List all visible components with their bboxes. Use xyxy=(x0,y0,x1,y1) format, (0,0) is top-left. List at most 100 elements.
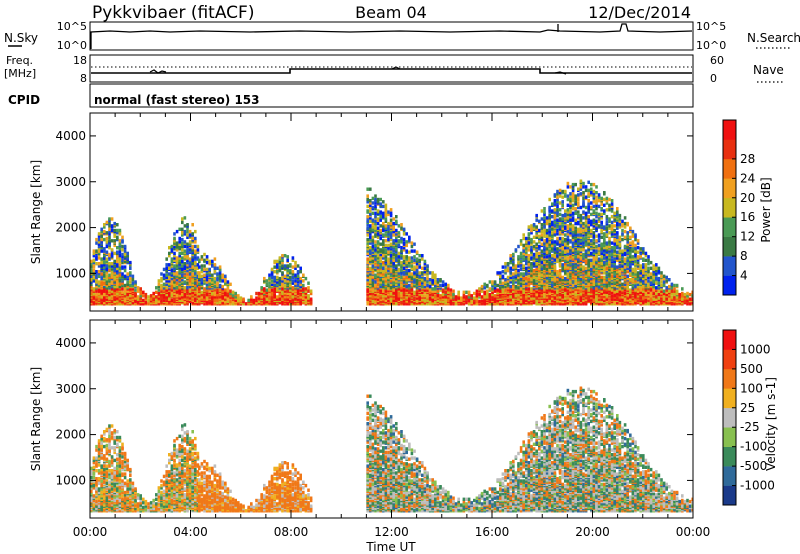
echo-cell xyxy=(501,265,505,269)
echo-cell xyxy=(527,240,531,244)
echo-cell xyxy=(173,291,176,296)
echo-cell xyxy=(139,289,142,293)
echo-cell xyxy=(462,290,466,294)
echo-cell xyxy=(178,227,181,231)
echo-cell xyxy=(577,259,580,264)
echo-cell xyxy=(444,297,447,301)
echo-cell xyxy=(389,218,393,222)
echo-cell xyxy=(558,240,562,244)
echo-cell xyxy=(561,220,564,225)
echo-cell xyxy=(247,298,250,303)
echo-cell xyxy=(400,226,403,230)
echo-cell xyxy=(566,232,570,236)
echo-cell xyxy=(538,234,541,238)
echo-cell xyxy=(431,291,434,296)
echo-cell xyxy=(397,282,401,286)
echo-cell xyxy=(186,260,189,265)
echo-cell xyxy=(392,265,395,269)
echo-cell xyxy=(384,224,388,228)
echo-cell xyxy=(564,265,567,269)
echo-cell xyxy=(302,273,305,277)
echo-cell xyxy=(395,258,398,262)
echo-cell xyxy=(294,281,297,285)
echo-cell xyxy=(90,291,93,296)
echo-cell xyxy=(538,219,541,223)
echo-cell xyxy=(512,265,515,269)
echo-cell xyxy=(371,235,375,239)
echo-cell xyxy=(400,301,403,305)
echo-cell xyxy=(211,290,214,294)
echo-cell xyxy=(134,280,137,284)
echo-cell xyxy=(538,264,541,268)
echo-cell xyxy=(183,249,187,253)
echo-cell xyxy=(387,210,390,214)
echo-cell xyxy=(270,288,274,292)
echo-cell xyxy=(379,252,382,257)
echo-cell xyxy=(369,237,372,242)
echo-cell xyxy=(95,241,98,245)
echo-cell xyxy=(551,240,554,244)
freq-jitter xyxy=(149,66,567,75)
echo-cell xyxy=(97,274,101,278)
echo-cell xyxy=(281,254,284,258)
echo-cell xyxy=(514,284,518,289)
echo-cell xyxy=(512,275,515,280)
echo-cell xyxy=(540,217,544,221)
echo-cell xyxy=(294,260,297,265)
echo-cell xyxy=(183,240,187,244)
echo-cell xyxy=(175,241,179,245)
echo-cell xyxy=(392,280,395,284)
echo-cell xyxy=(387,262,390,266)
echo-cell xyxy=(395,247,398,251)
echo-cell xyxy=(213,257,217,261)
echo-cell xyxy=(382,215,385,219)
echo-cell xyxy=(527,232,531,236)
echo-cell xyxy=(200,290,204,294)
echo-cell xyxy=(431,289,434,293)
echo-cell xyxy=(535,295,538,299)
echo-cell xyxy=(108,221,111,226)
echo-cell xyxy=(103,247,106,251)
echo-cell xyxy=(525,276,528,281)
echo-cell xyxy=(379,282,382,286)
echo-cell xyxy=(553,247,557,251)
echo-cell xyxy=(408,256,411,260)
echo-cell xyxy=(389,291,393,296)
echo-cell xyxy=(170,271,174,275)
echo-cell xyxy=(108,257,111,261)
echo-cell xyxy=(382,239,385,243)
echo-cell xyxy=(522,246,525,250)
echo-cell xyxy=(376,235,380,239)
echo-cell xyxy=(418,258,421,262)
echo-cell xyxy=(369,203,372,207)
echo-cell xyxy=(139,291,142,296)
echo-cell xyxy=(413,271,416,275)
echo-cell xyxy=(371,274,375,278)
echo-cell xyxy=(389,267,393,272)
echo-cell xyxy=(579,281,583,285)
echo-cell xyxy=(221,298,224,303)
echo-cell xyxy=(522,233,525,237)
echo-cell xyxy=(118,266,122,270)
echo-cell xyxy=(395,219,398,223)
echo-cell xyxy=(239,298,243,303)
echo-cell xyxy=(556,292,559,297)
echo-cell xyxy=(556,204,559,209)
echo-cell xyxy=(564,250,567,254)
echo-cell xyxy=(173,247,176,251)
echo-cell xyxy=(444,286,447,290)
echo-cell xyxy=(402,266,406,270)
echo-cell xyxy=(408,239,411,243)
echo-cell xyxy=(374,224,377,228)
echo-cell xyxy=(551,262,554,266)
echo-cell xyxy=(569,217,572,221)
echo-cell xyxy=(183,288,187,292)
echo-cell xyxy=(218,283,222,288)
echo-cell xyxy=(556,273,559,277)
echo-cell xyxy=(265,279,269,283)
echo-cell xyxy=(525,250,528,254)
echo-cell xyxy=(582,247,585,251)
echo-cell xyxy=(514,264,518,268)
echo-cell xyxy=(441,288,445,292)
echo-cell xyxy=(366,187,369,191)
